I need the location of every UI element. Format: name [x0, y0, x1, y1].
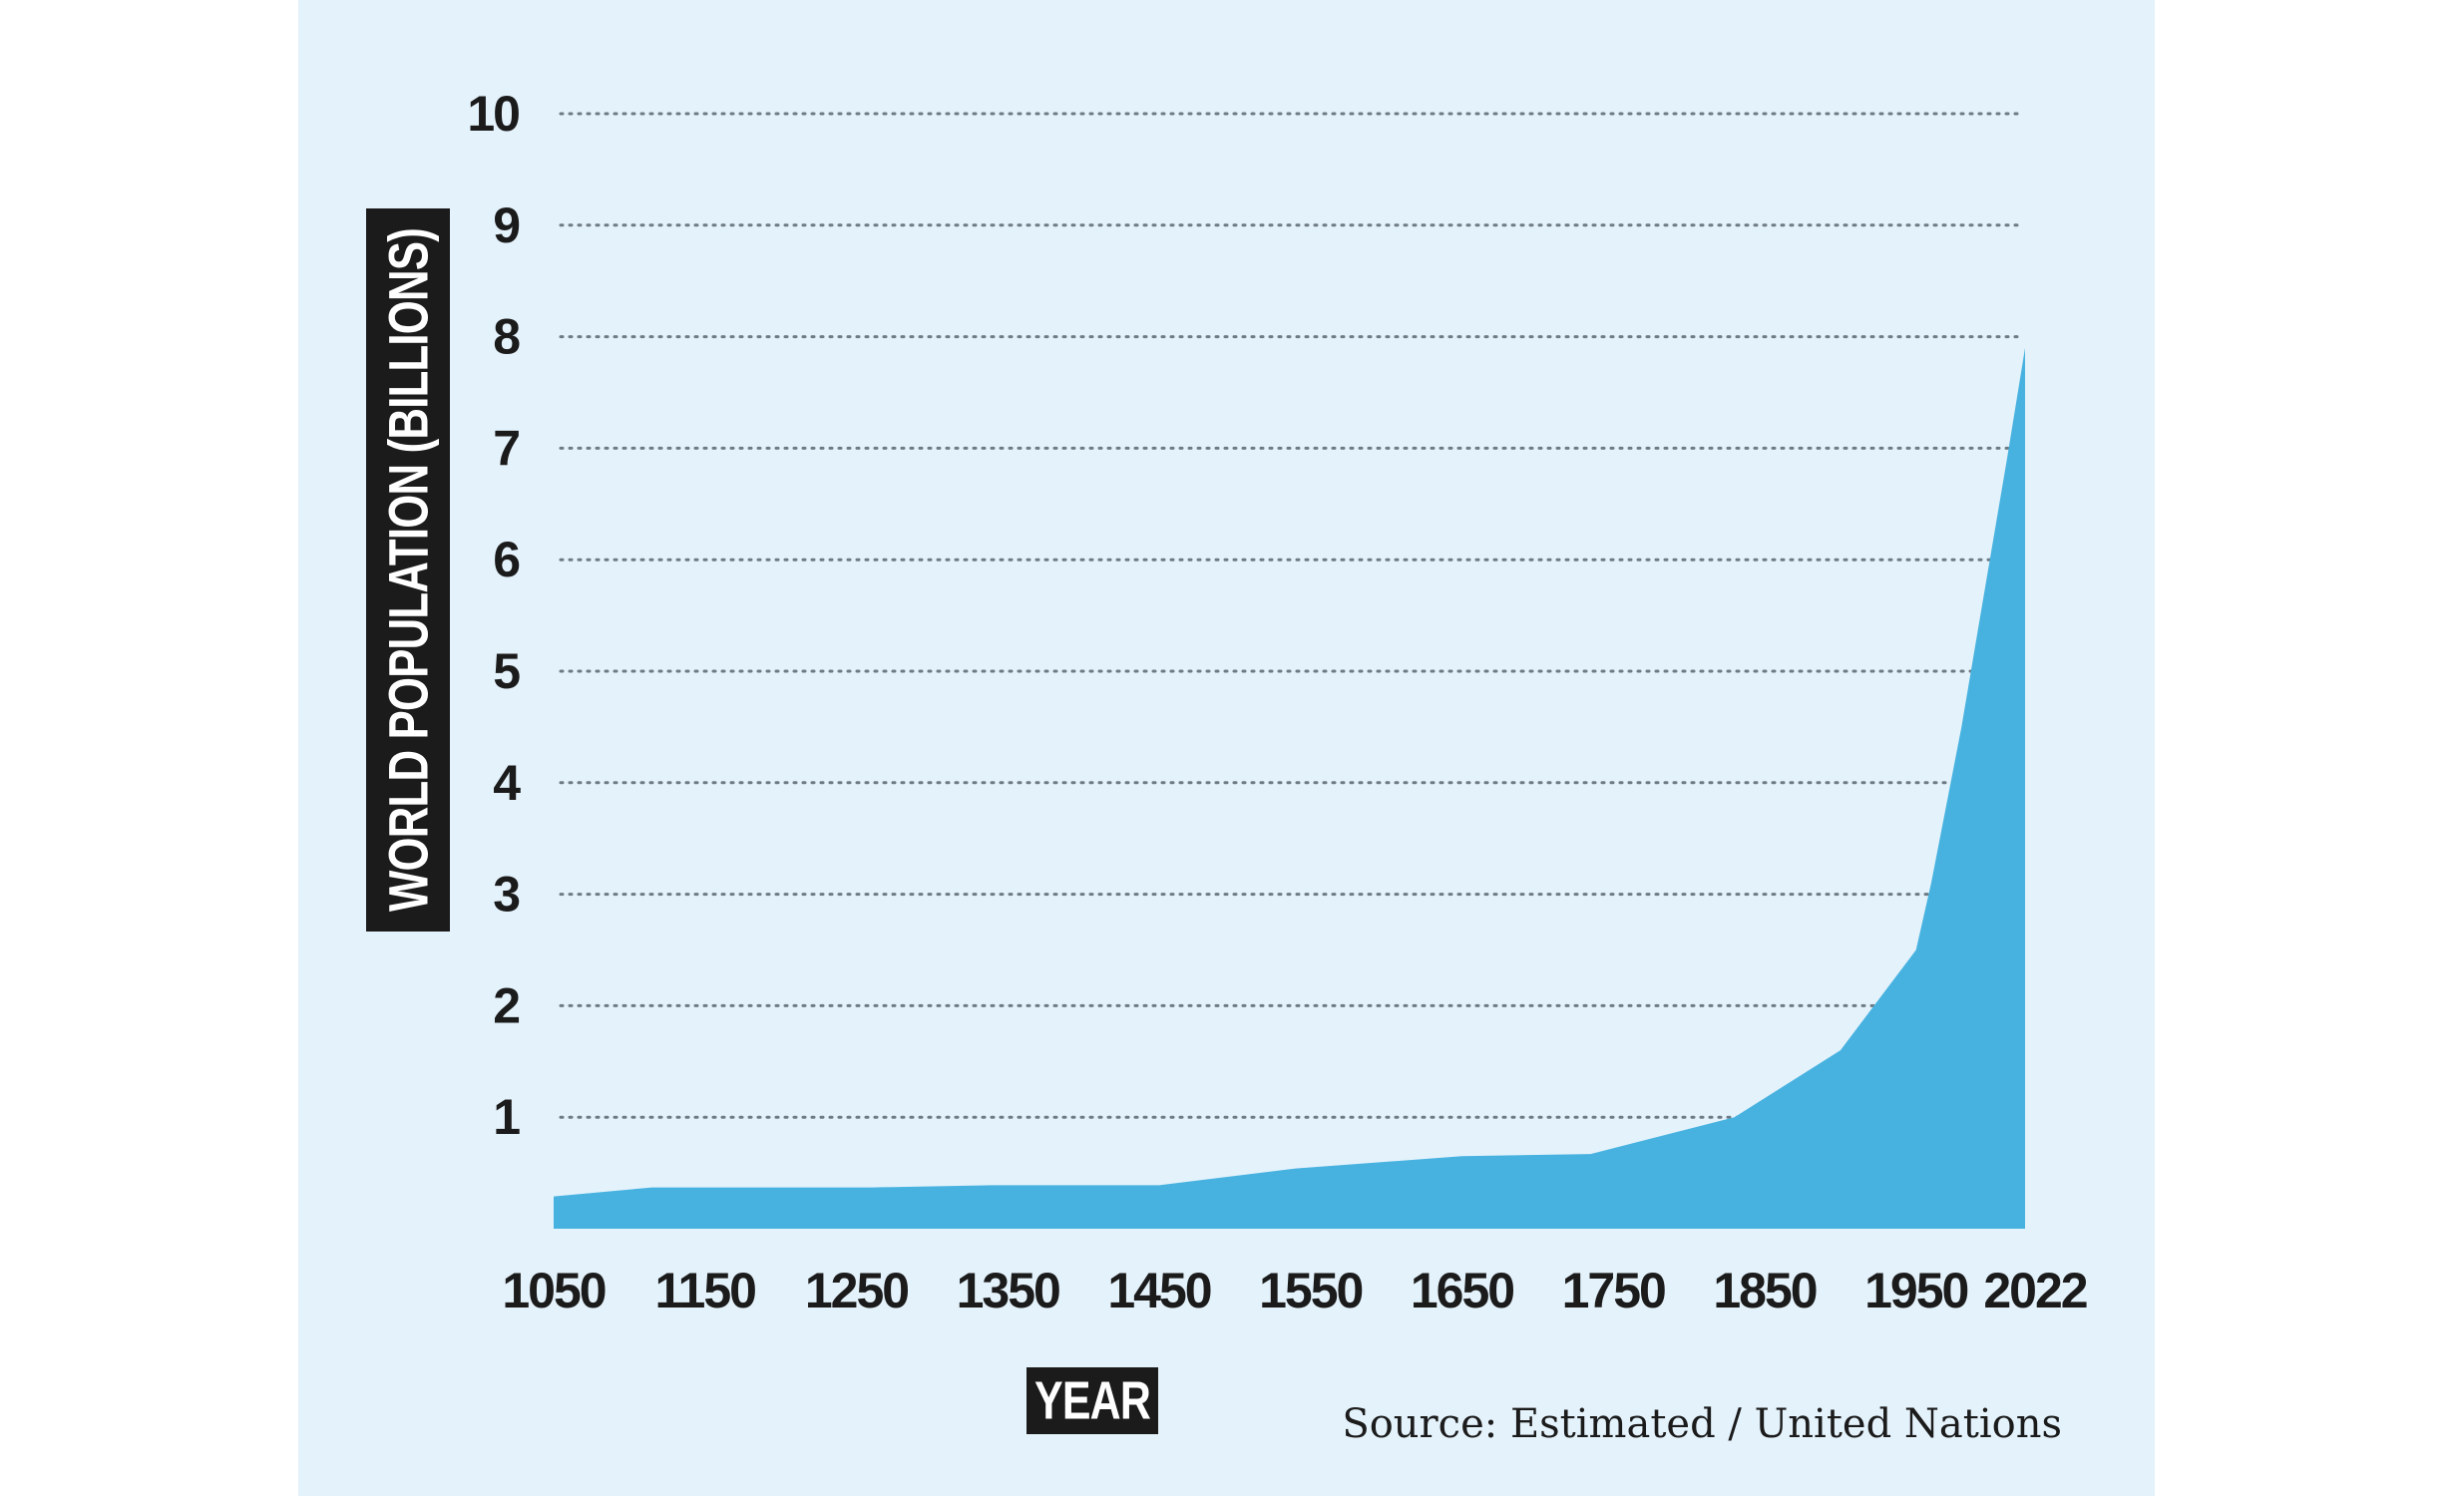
y-tick-label-8: 8 — [493, 309, 520, 365]
x-tick-label-1250: 1250 — [805, 1263, 908, 1318]
x-tick-label-1350: 1350 — [957, 1263, 1059, 1318]
y-tick-label-3: 3 — [493, 867, 519, 923]
y-axis-ticks: 1 2 3 4 5 6 7 8 9 10 — [467, 86, 523, 1145]
y-tick-label-6: 6 — [493, 532, 519, 587]
gridlines — [559, 112, 2022, 1119]
y-axis-title-box — [366, 208, 450, 932]
x-tick-label-1450: 1450 — [1107, 1263, 1210, 1318]
x-axis-ticks: 1050 1150 1250 1350 1450 1550 1650 1750 1850 1950… — [502, 1263, 2088, 1318]
y-tick-label-7: 7 — [493, 420, 519, 476]
y-tick-label-4: 4 — [493, 755, 521, 811]
source-note: Source: Estimated / United Nations — [1342, 1401, 2062, 1447]
x-tick-label-2022: 2022 — [1983, 1263, 2086, 1318]
y-tick-label-1: 1 — [493, 1089, 520, 1145]
x-axis-title: YEAR — [1027, 1367, 1158, 1434]
y-axis-title-label: WORLD POPULATION (BILLIONS) — [377, 228, 440, 912]
y-tick-label-10: 10 — [467, 86, 519, 142]
x-axis-title-box — [1027, 1367, 1158, 1434]
x-tick-label-1950: 1950 — [1864, 1263, 1967, 1318]
x-tick-label-1050: 1050 — [502, 1263, 605, 1318]
population-area — [554, 347, 2025, 1229]
y-tick-label-5: 5 — [493, 643, 520, 699]
x-tick-label-1150: 1150 — [655, 1263, 756, 1318]
x-tick-label-1650: 1650 — [1411, 1263, 1513, 1318]
x-tick-label-1550: 1550 — [1259, 1263, 1362, 1318]
chart-background — [298, 0, 2155, 1496]
y-axis-title: WORLD POPULATION (BILLIONS) — [366, 208, 450, 932]
x-tick-label-1850: 1850 — [1713, 1263, 1816, 1318]
x-axis-title-label: YEAR — [1034, 1371, 1150, 1431]
y-tick-label-2: 2 — [493, 977, 519, 1033]
y-tick-label-9: 9 — [493, 197, 519, 253]
x-tick-label-1750: 1750 — [1562, 1263, 1665, 1318]
